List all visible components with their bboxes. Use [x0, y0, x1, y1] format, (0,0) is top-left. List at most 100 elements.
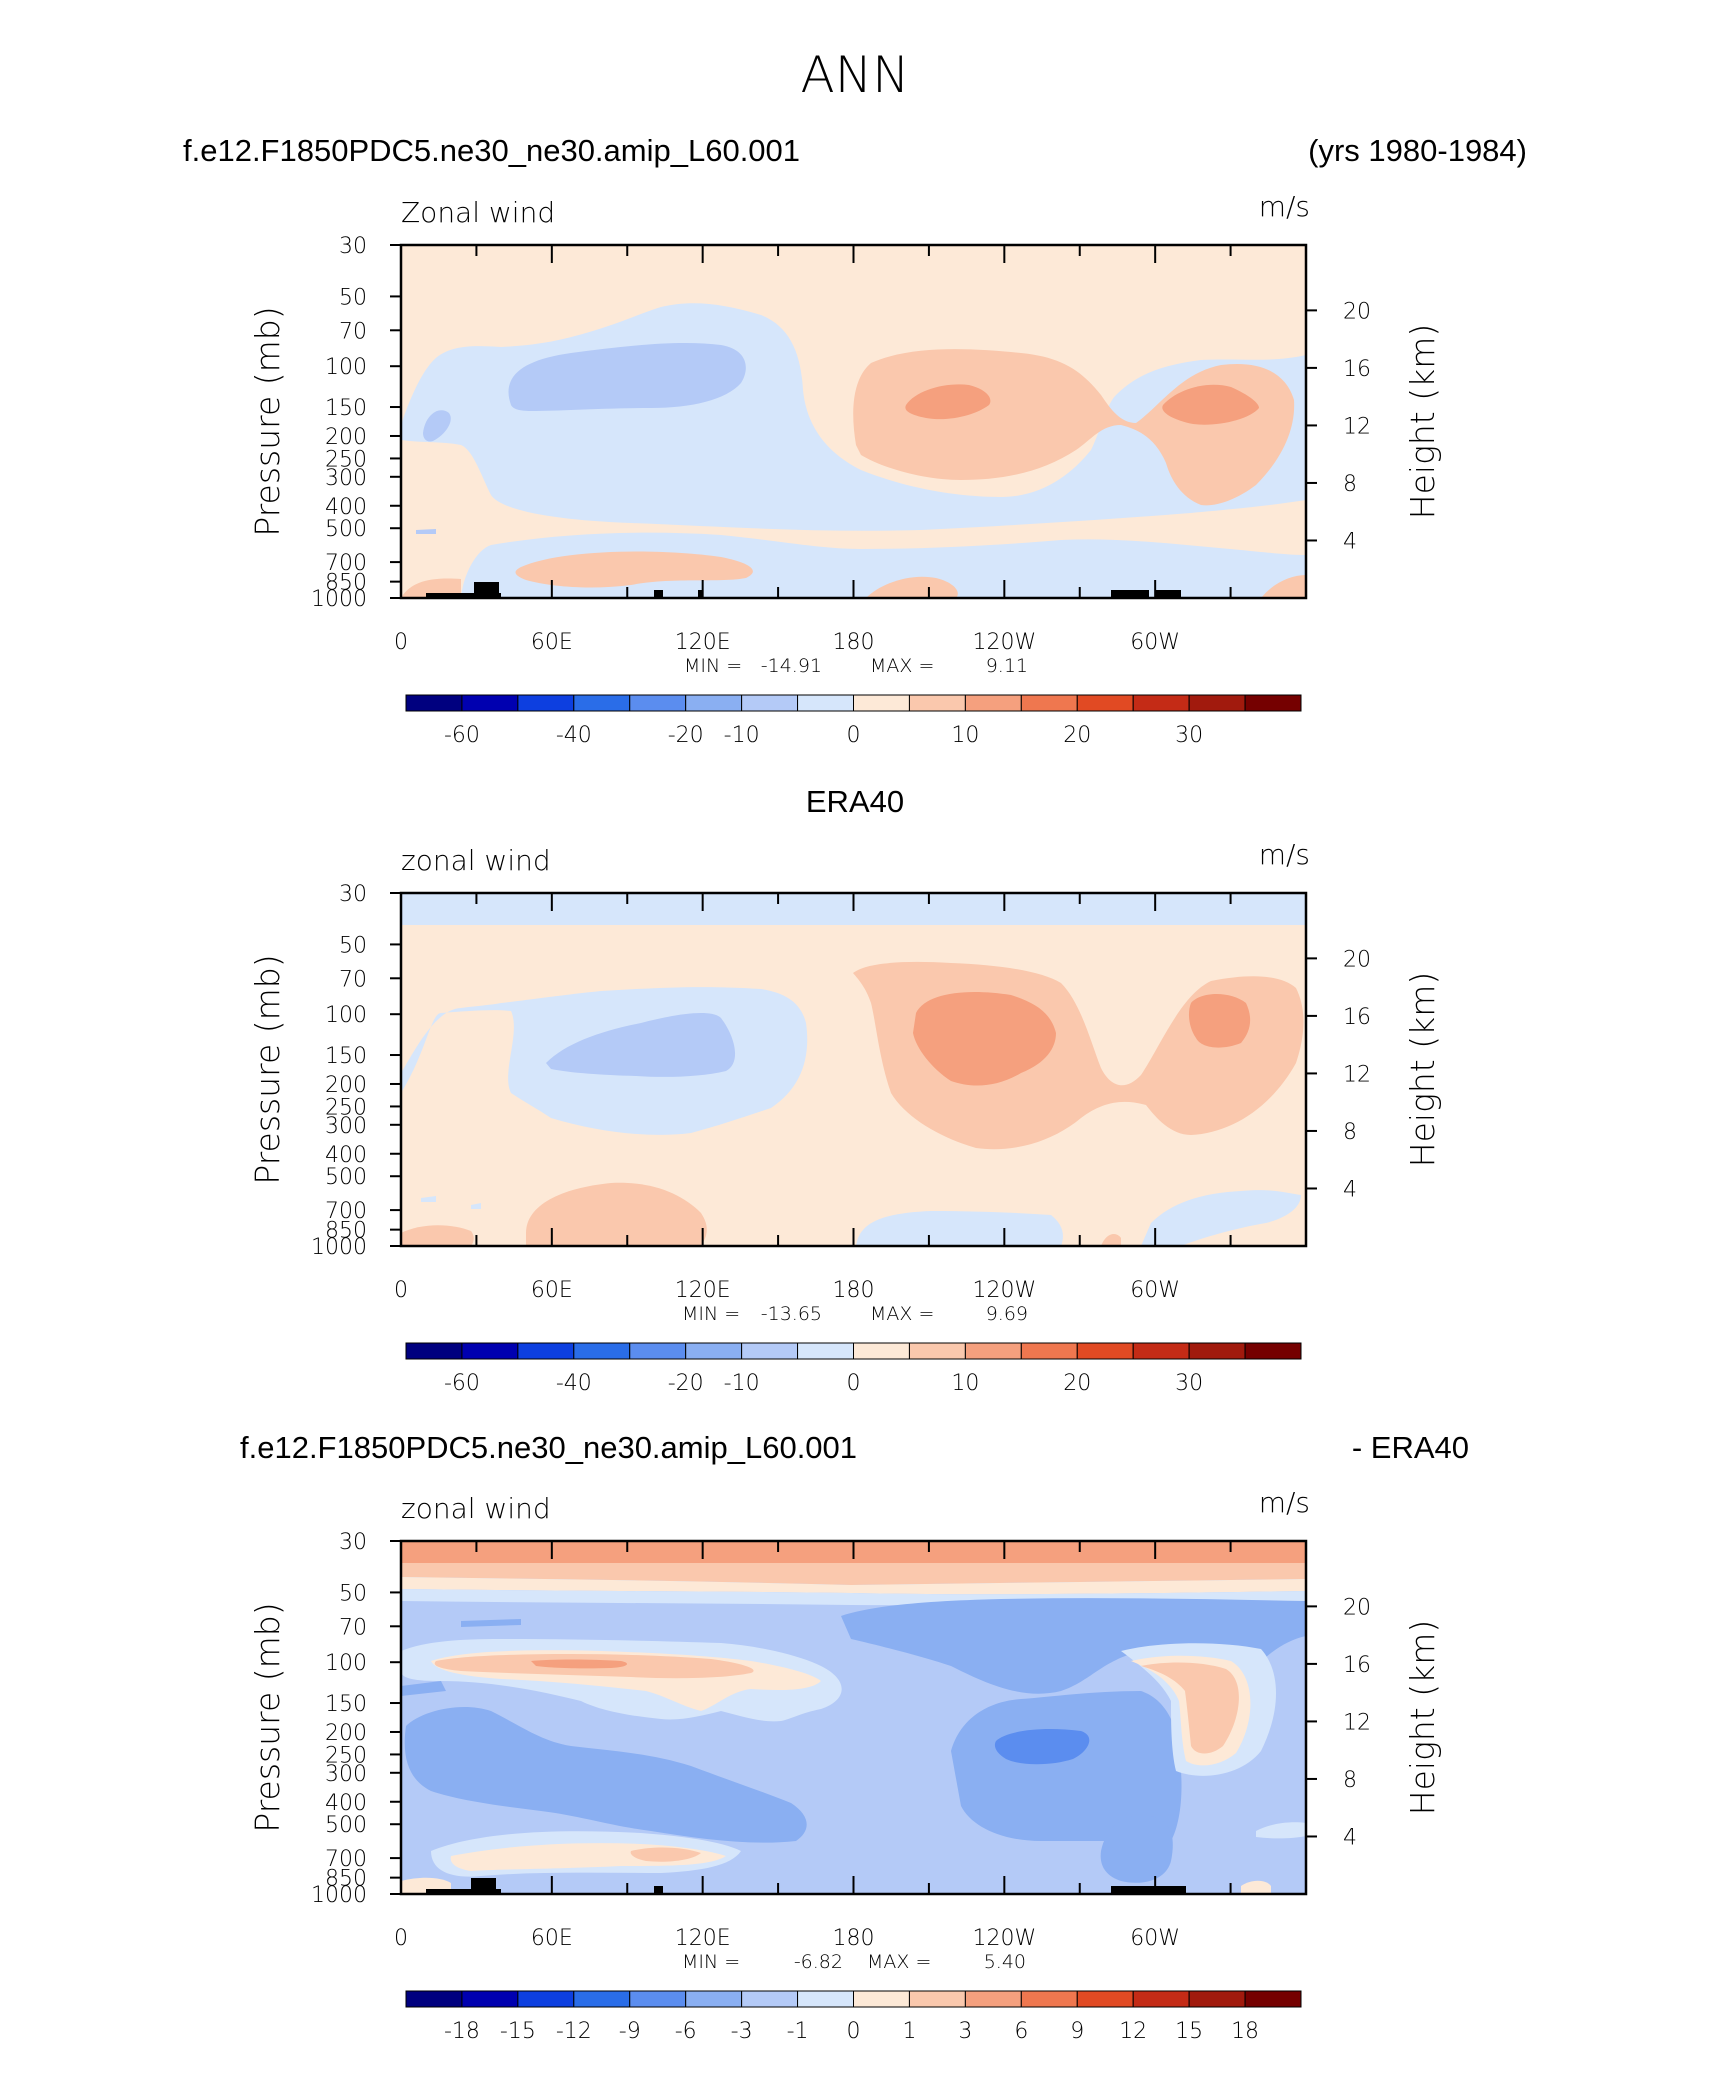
x-tick-label: 180 [833, 630, 875, 655]
y-tick-label: 1000 [311, 1883, 367, 1908]
panel-difference: f.e12.F1850PDC5.ne30_ne30.amip_L60.001 -… [240, 1430, 1469, 2044]
y2-tick-label: 4 [1343, 1177, 1357, 1202]
panel-header-right: - ERA40 [1352, 1430, 1469, 1465]
colorbar-swatch [797, 1990, 854, 2008]
colorbar-label: -3 [731, 2019, 753, 2044]
colorbar-swatch [797, 1342, 854, 1360]
colorbar-swatch [629, 694, 687, 712]
colorbar-swatch [405, 1342, 463, 1360]
panel-header-right: (yrs 1980-1984) [1308, 133, 1527, 168]
y-tick-label: 30 [339, 234, 367, 259]
colorbar-label: 20 [1063, 1371, 1091, 1396]
colorbar-label: -9 [619, 2019, 641, 2044]
contour-fill-0-1-e [1241, 1880, 1271, 1894]
contour-fill-10-15-a [905, 384, 991, 420]
colorbar-label: -1 [787, 2019, 809, 2044]
y2-tick-label: 8 [1343, 1120, 1357, 1145]
contour-fill-1-3-c [630, 1847, 701, 1862]
colorbar-swatch [797, 694, 854, 712]
y2-tick-label: 16 [1343, 1005, 1371, 1030]
y-tick-label: 400 [325, 1143, 367, 1168]
y-tick-label: 200 [325, 1721, 367, 1746]
y-tick-label: 700 [325, 1199, 367, 1224]
x-tick-label: 60W [1130, 630, 1180, 655]
y2-tick-label: 12 [1343, 1710, 1371, 1735]
contour-fill-neg10-neg5-a [546, 1013, 736, 1077]
y-tick-label: 30 [339, 882, 367, 907]
colorbar-swatch [741, 1342, 799, 1360]
x-tick-label: 120W [972, 630, 1036, 655]
contour-fill-10-15-b [1162, 384, 1259, 425]
colorbar-label: -40 [556, 1371, 592, 1396]
colorbar-swatch [517, 1990, 575, 2008]
y2-tick-label: 8 [1343, 472, 1357, 497]
colorbar-label: -10 [724, 723, 760, 748]
ground-mask [1156, 590, 1181, 598]
min-label: MIN = [682, 1303, 740, 1325]
y2-tick-label: 20 [1343, 1595, 1371, 1620]
contour-fill-1-3-b [1141, 1662, 1239, 1754]
y2-tick-label: 4 [1343, 529, 1357, 554]
y2-tick-label: 20 [1343, 299, 1371, 324]
y-axis-label: Pressure (mb) [248, 306, 287, 536]
x-tick-label: 0 [394, 1278, 408, 1303]
contour-fill-5-10-a [526, 1182, 707, 1246]
colorbar-swatch [461, 1342, 519, 1360]
x-tick-label: 120E [675, 1926, 731, 1951]
colorbar-swatch [1188, 1342, 1246, 1360]
contour-fill-neg6-neg3-c [404, 1706, 807, 1843]
y-tick-label: 150 [325, 396, 367, 421]
x-tick-label: 60W [1130, 1278, 1180, 1303]
max-label: MAX = [870, 1303, 934, 1325]
ground-mask [471, 1878, 496, 1894]
y-tick-label: 500 [325, 517, 367, 542]
colorbar-swatch [629, 1990, 687, 2008]
y-tick-label: 100 [325, 355, 367, 380]
colorbar-swatch [685, 1342, 743, 1360]
figure-title: ANN [800, 46, 909, 104]
y-tick-label: 250 [325, 1095, 367, 1120]
y2-tick-label: 12 [1343, 1062, 1371, 1087]
y2-axis-label: Height (km) [1403, 1620, 1442, 1815]
max-label: MAX = [870, 655, 934, 677]
max-value: 5.40 [984, 1951, 1026, 1973]
y-tick-label: 30 [339, 1530, 367, 1555]
contour-fill-5-10-a [515, 551, 753, 588]
contour-fill-neg5-0-low-a [856, 1211, 1063, 1246]
colorbar-swatch [461, 1990, 519, 2008]
colorbar-swatch [573, 694, 631, 712]
y-tick-label: 500 [325, 1165, 367, 1190]
colorbar-swatch [1132, 1990, 1190, 2008]
colorbar-swatch [1076, 1990, 1134, 2008]
colorbar-swatch [461, 694, 519, 712]
colorbar-swatch [629, 1342, 687, 1360]
y-axis-label: Pressure (mb) [248, 954, 287, 1184]
colorbar-swatch [517, 1342, 575, 1360]
min-value: -13.65 [761, 1303, 822, 1325]
y-tick-label: 200 [325, 1073, 367, 1098]
colorbar-label: 0 [847, 723, 861, 748]
x-tick-label: 120W [972, 1278, 1036, 1303]
ground-mask [1111, 590, 1149, 598]
x-tick-label: 60W [1130, 1926, 1180, 1951]
y-tick-label: 250 [325, 447, 367, 472]
colorbar-swatch [741, 1990, 799, 2008]
y-tick-label: 250 [325, 1743, 367, 1768]
panel-header-left: f.e12.F1850PDC5.ne30_ne30.amip_L60.001 [240, 1430, 857, 1465]
contour-fill-10-15-a [913, 992, 1056, 1086]
min-max-readout: MIN = -6.82 MAX = 5.40 [682, 1951, 1026, 1973]
colorbar-label: -60 [444, 723, 480, 748]
colorbar-swatch [1076, 1342, 1134, 1360]
colorbar-swatch [1076, 694, 1134, 712]
y-tick-label: 150 [325, 1692, 367, 1717]
units-label: m/s [1259, 190, 1310, 223]
colorbar-label: 6 [1014, 2019, 1028, 2044]
colorbar-swatch [908, 694, 966, 712]
contour-fill-10-15-b [1188, 994, 1251, 1048]
contour-fill-0-1-top [401, 1577, 1306, 1595]
y2-tick-label: 12 [1343, 414, 1371, 439]
colorbar-swatch [405, 1990, 463, 2008]
contour-fill-1-3-top [401, 1563, 1306, 1585]
